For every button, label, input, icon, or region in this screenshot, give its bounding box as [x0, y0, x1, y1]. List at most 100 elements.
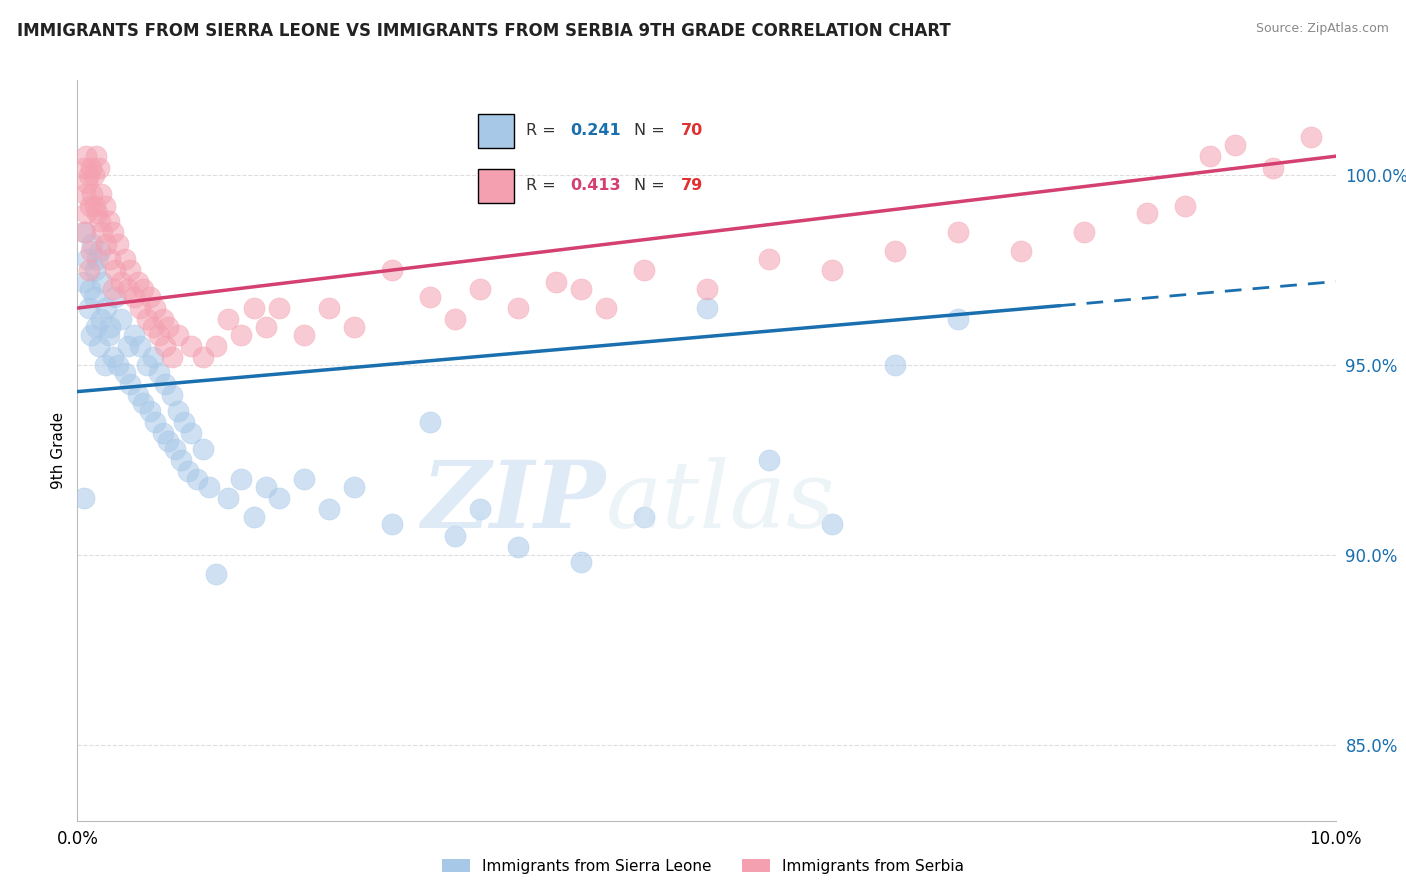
Point: [79, 282, 101, 296]
Point: [169, 453, 191, 467]
Point: [204, 339, 226, 353]
Point: [156, 434, 179, 448]
Point: [343, 479, 366, 493]
Point: [444, 312, 467, 326]
Point: [468, 282, 491, 296]
Legend: Immigrants from Sierra Leone, Immigrants from Serbia: Immigrants from Sierra Leone, Immigrants…: [436, 853, 970, 880]
Point: [242, 301, 264, 315]
Point: [544, 275, 567, 289]
Point: [110, 312, 132, 326]
Point: [506, 301, 529, 315]
Y-axis label: 9th Grade: 9th Grade: [51, 412, 66, 489]
Point: [104, 290, 127, 304]
Point: [97, 213, 120, 227]
Point: [1073, 225, 1095, 239]
Point: [120, 263, 142, 277]
Point: [160, 388, 183, 402]
Point: [82, 187, 104, 202]
Point: [117, 282, 139, 296]
Point: [132, 396, 155, 410]
Point: [87, 161, 110, 175]
Point: [107, 236, 129, 251]
Point: [139, 403, 162, 417]
Point: [254, 320, 277, 334]
Point: [696, 282, 718, 296]
Point: [948, 312, 970, 326]
Point: [84, 149, 107, 163]
Point: [148, 327, 170, 342]
Point: [160, 351, 183, 365]
Point: [343, 320, 366, 334]
Point: [76, 176, 98, 190]
Point: [110, 275, 132, 289]
Point: [72, 161, 94, 175]
Point: [98, 320, 121, 334]
Point: [127, 388, 149, 402]
Point: [292, 472, 315, 486]
Point: [82, 236, 104, 251]
Point: [129, 339, 152, 353]
Point: [180, 426, 202, 441]
Point: [84, 263, 107, 277]
Point: [132, 282, 155, 296]
Point: [156, 320, 179, 334]
Point: [90, 312, 112, 326]
Point: [506, 541, 529, 555]
Point: [114, 252, 136, 266]
Point: [87, 339, 110, 353]
Point: [77, 301, 100, 315]
Point: [96, 236, 118, 251]
Point: [1198, 149, 1220, 163]
Point: [198, 479, 221, 493]
Point: [191, 351, 215, 365]
Point: [821, 517, 844, 532]
Point: [122, 290, 145, 304]
Point: [139, 290, 162, 304]
Point: [696, 301, 718, 315]
Point: [73, 187, 96, 202]
Point: [468, 502, 491, 516]
Point: [142, 351, 165, 365]
Point: [143, 415, 166, 429]
Point: [94, 358, 117, 372]
Point: [186, 472, 208, 486]
Point: [1299, 130, 1322, 145]
Point: [884, 244, 907, 259]
Point: [419, 290, 441, 304]
Point: [318, 502, 340, 516]
Point: [90, 187, 112, 202]
Point: [633, 509, 655, 524]
Point: [76, 252, 98, 266]
Point: [117, 339, 139, 353]
Point: [114, 366, 136, 380]
Point: [254, 479, 277, 493]
Point: [135, 358, 157, 372]
Point: [595, 301, 617, 315]
Point: [177, 464, 200, 478]
Point: [72, 225, 94, 239]
Point: [217, 312, 239, 326]
Point: [242, 509, 264, 524]
Point: [148, 366, 170, 380]
Text: Source: ZipAtlas.com: Source: ZipAtlas.com: [1256, 22, 1389, 36]
Point: [217, 491, 239, 505]
Point: [1010, 244, 1032, 259]
Point: [101, 225, 124, 239]
Point: [821, 263, 844, 277]
Point: [83, 290, 105, 304]
Point: [267, 301, 290, 315]
Point: [155, 377, 177, 392]
Point: [180, 339, 202, 353]
Point: [73, 225, 96, 239]
Point: [381, 517, 404, 532]
Point: [229, 472, 252, 486]
Point: [155, 339, 177, 353]
Point: [79, 198, 101, 212]
Point: [101, 351, 124, 365]
Point: [75, 149, 97, 163]
Point: [84, 198, 107, 212]
Point: [204, 566, 226, 581]
Point: [86, 206, 108, 220]
Point: [165, 442, 187, 456]
Point: [419, 415, 441, 429]
